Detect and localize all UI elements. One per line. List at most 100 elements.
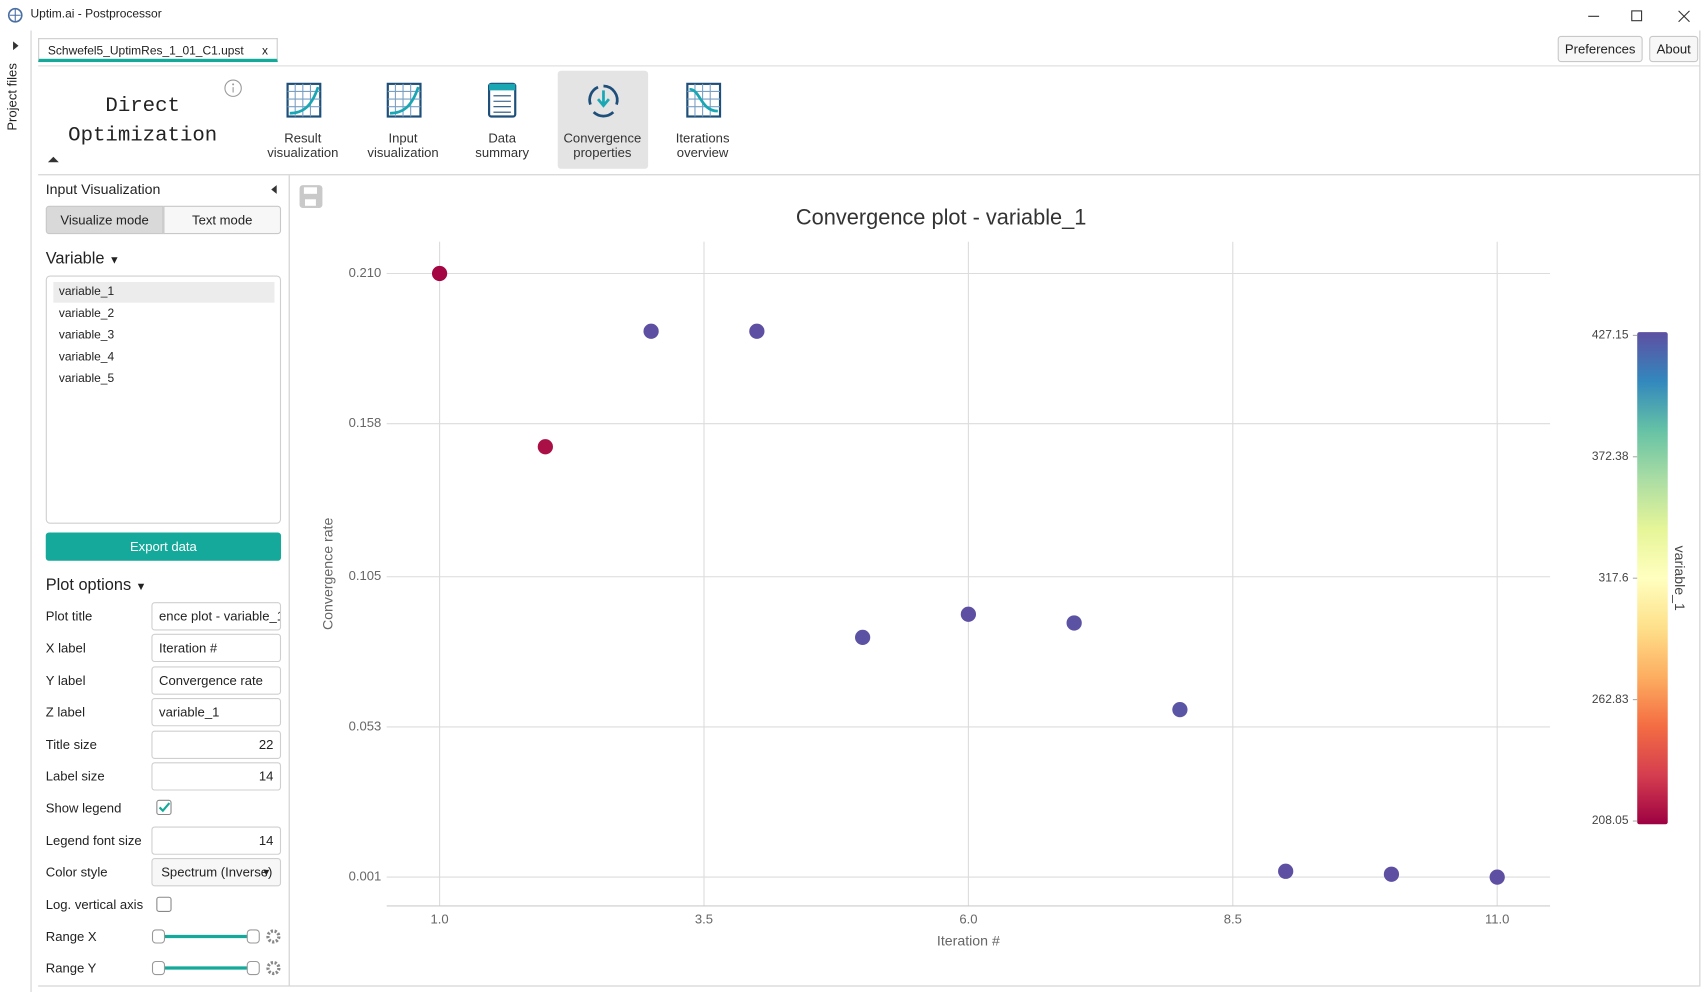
mode-button[interactable]: Visualize mode xyxy=(45,205,164,235)
scatter-point xyxy=(855,629,871,646)
collapse-arrow[interactable] xyxy=(47,154,60,165)
variable-heading-text: Variable xyxy=(45,249,105,268)
app-icon xyxy=(7,7,23,23)
icon-shape xyxy=(386,82,422,118)
mode-button[interactable]: Text mode xyxy=(163,205,282,235)
text-field[interactable]: Convergence rate xyxy=(151,666,282,695)
divider xyxy=(38,985,1700,987)
variable-list xyxy=(45,275,282,524)
variable-item[interactable]: variable_4 xyxy=(58,350,115,364)
field-value: Spectrum (Inverse) xyxy=(161,864,273,881)
toolbar-button[interactable]: Input visualization xyxy=(358,71,448,169)
window-controls[interactable] xyxy=(1579,4,1699,28)
dropdown[interactable]: Spectrum (Inverse) ▼ xyxy=(151,858,282,887)
toolbar-label-line: Iterations xyxy=(675,130,730,146)
field-value: 22 xyxy=(258,736,274,752)
colorbar-tick-label: 262.83 xyxy=(1592,692,1629,706)
option-label: Legend font size xyxy=(45,832,142,849)
text-field[interactable]: 14 xyxy=(151,826,282,855)
colorbar-tick-label: 372.38 xyxy=(1592,449,1629,463)
option-label: Show legend xyxy=(45,800,122,817)
field-value: variable_1 xyxy=(159,704,220,720)
scatter-point xyxy=(1489,869,1505,885)
file-tab[interactable]: Schwefel5_UptimRes_1_01_C1.upst x xyxy=(38,38,278,63)
range-slider[interactable] xyxy=(150,926,286,948)
colorbar xyxy=(1637,332,1668,825)
variable-item[interactable]: variable_1 xyxy=(53,282,275,303)
toolbar-button[interactable]: Convergence properties xyxy=(557,70,648,169)
toolbar-label-line: summary xyxy=(475,144,530,161)
checkbox[interactable] xyxy=(156,800,173,817)
icon-shape xyxy=(488,83,515,91)
toolbar-icon xyxy=(285,82,321,118)
option-label: Plot title xyxy=(45,608,93,624)
scatter-point xyxy=(960,606,977,622)
checkbox-check xyxy=(158,802,171,813)
field-value: ence plot - variable_1 xyxy=(159,608,282,624)
x-axis-label: Iteration # xyxy=(937,933,1000,949)
dropdown-arrow: ▼ xyxy=(261,866,272,878)
toolbar-label-line: properties xyxy=(573,144,632,161)
expand-arrow[interactable] xyxy=(11,39,22,52)
slider-handle xyxy=(151,929,166,944)
text-field[interactable]: ence plot - variable_1 xyxy=(151,602,282,631)
variable-item[interactable]: variable_3 xyxy=(58,328,115,342)
scatter-point xyxy=(537,439,553,455)
export-button[interactable]: Export data xyxy=(45,532,282,561)
toolbar-label-line: Result xyxy=(284,130,322,146)
text-field[interactable]: 22 xyxy=(151,730,282,759)
y-tick-label: 0.105 xyxy=(349,568,382,583)
toolbar-button[interactable]: Iterations overview xyxy=(657,71,747,169)
toolbar-label-line: Data xyxy=(488,130,516,146)
slider-handle xyxy=(151,961,166,976)
save-icon[interactable] xyxy=(299,185,323,208)
toolbar-icon xyxy=(587,84,618,118)
divider xyxy=(1699,30,1701,987)
gear-icon xyxy=(266,929,281,944)
scatter-point xyxy=(1172,701,1188,718)
option-label: Color style xyxy=(45,864,108,881)
field-value: Convergence rate xyxy=(159,672,263,688)
option-label: X label xyxy=(45,640,86,656)
toolbar-button[interactable]: Data summary xyxy=(457,71,547,169)
close-icon[interactable]: x xyxy=(261,44,268,58)
colorbar-label: variable_1 xyxy=(1672,546,1688,611)
panel-title: Input Visualization xyxy=(45,180,161,198)
icon-shape xyxy=(596,90,610,108)
colorbar-tick-label: 317.6 xyxy=(1599,570,1629,584)
text-field[interactable]: Iteration # xyxy=(151,634,282,663)
scatter-point xyxy=(431,265,448,282)
checkbox-box xyxy=(156,896,172,912)
preferences-button[interactable]: Preferences xyxy=(1557,35,1643,63)
plot-options-heading[interactable]: Plot options ▼ xyxy=(45,576,147,595)
text-field[interactable]: 14 xyxy=(151,762,282,791)
toolbar-label-line: visualization xyxy=(367,144,439,161)
field-value: 14 xyxy=(258,832,274,849)
module-title: Direct Optimization xyxy=(68,93,218,148)
toolbar-label: Result visualization xyxy=(258,130,348,160)
side-tab[interactable]: Project files xyxy=(4,63,20,131)
scatter-point xyxy=(643,323,659,339)
about-button[interactable]: About xyxy=(1649,35,1699,63)
toolbar-icon xyxy=(386,82,422,118)
checkbox[interactable] xyxy=(156,896,173,913)
chart-title: Convergence plot - variable_1 xyxy=(796,205,1086,230)
x-tick-label: 8.5 xyxy=(1224,912,1242,927)
variable-heading[interactable]: Variable ▼ xyxy=(45,249,120,268)
option-label: Title size xyxy=(45,736,97,752)
x-tick-label: 1.0 xyxy=(431,912,449,927)
text-field[interactable]: variable_1 xyxy=(151,698,282,727)
collapse-panel[interactable] xyxy=(268,183,279,196)
info-icon[interactable] xyxy=(223,78,245,100)
variable-item[interactable]: variable_5 xyxy=(58,372,115,386)
range-slider[interactable] xyxy=(150,958,286,980)
slider-handle xyxy=(246,929,260,944)
variable-item[interactable]: variable_2 xyxy=(58,307,115,321)
toolbar-icon xyxy=(487,82,516,118)
chart: Convergence plot - variable_1 Iteration … xyxy=(299,185,1688,949)
toolbar-button[interactable]: Result visualization xyxy=(258,71,348,169)
scatter-point xyxy=(1066,615,1082,631)
field-value: Iteration # xyxy=(159,640,218,656)
toolbar-label: Convergence properties xyxy=(557,131,647,161)
